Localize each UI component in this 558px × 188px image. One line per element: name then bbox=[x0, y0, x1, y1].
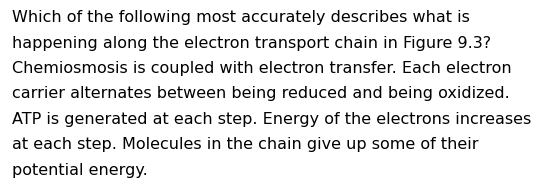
Text: Which of the following most accurately describes what is: Which of the following most accurately d… bbox=[12, 10, 470, 25]
Text: happening along the electron transport chain in Figure 9.3?: happening along the electron transport c… bbox=[12, 36, 492, 51]
Text: at each step. Molecules in the chain give up some of their: at each step. Molecules in the chain giv… bbox=[12, 137, 479, 152]
Text: ATP is generated at each step. Energy of the electrons increases: ATP is generated at each step. Energy of… bbox=[12, 112, 532, 127]
Text: carrier alternates between being reduced and being oxidized.: carrier alternates between being reduced… bbox=[12, 86, 510, 102]
Text: Chemiosmosis is coupled with electron transfer. Each electron: Chemiosmosis is coupled with electron tr… bbox=[12, 61, 512, 76]
Text: potential energy.: potential energy. bbox=[12, 163, 148, 178]
